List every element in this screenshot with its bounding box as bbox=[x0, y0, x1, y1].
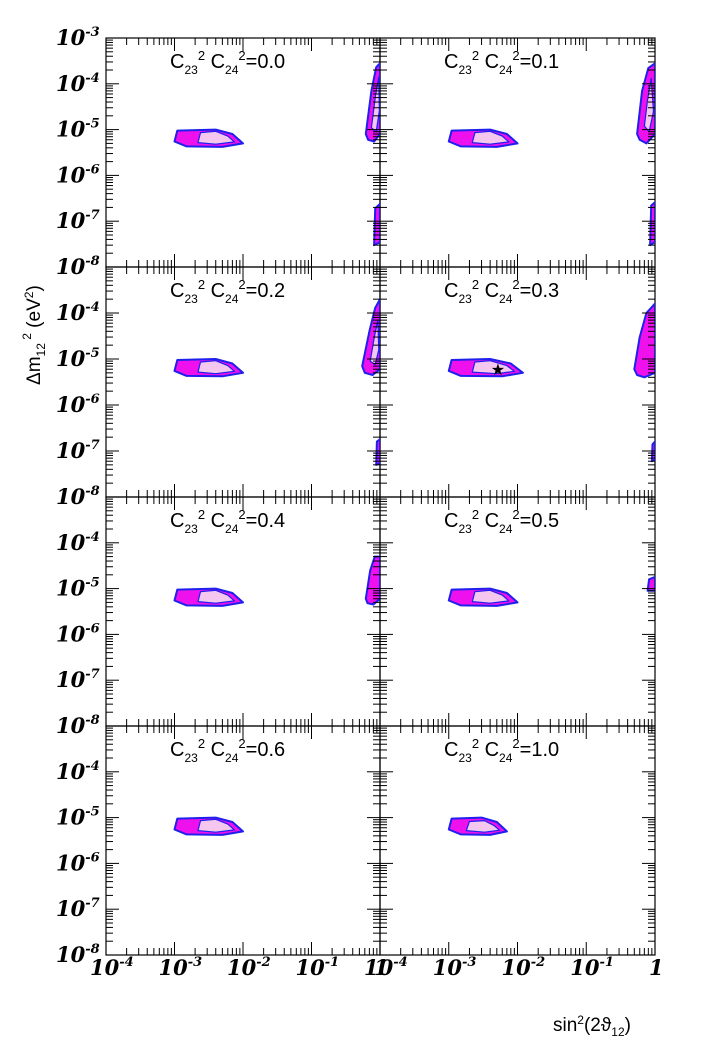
inner-confidence-region bbox=[465, 819, 501, 833]
y-tick-label: 10-7 bbox=[56, 896, 100, 921]
panel-regions bbox=[173, 816, 244, 836]
y-tick-label: 10-4 bbox=[56, 71, 100, 96]
panel-regions bbox=[447, 816, 508, 836]
y-tick-label: 10-8 bbox=[56, 713, 100, 738]
panel-labels: C232 C242=0.0 C232 C242=0.1 C232 C242=0.2 C… bbox=[170, 48, 559, 765]
axis-ticks bbox=[105, 37, 656, 956]
x-tick-label: 10-2 bbox=[227, 955, 271, 980]
panel-frame bbox=[379, 37, 656, 268]
inner-confidence-region bbox=[643, 77, 655, 133]
inner-confidence-region bbox=[197, 589, 235, 604]
inner-confidence-region bbox=[197, 818, 235, 833]
x-tick-label: 10-3 bbox=[433, 955, 477, 980]
y-tick-label: 10-8 bbox=[56, 942, 100, 967]
y-tick-label: 10-3 bbox=[56, 25, 100, 50]
y-tick-label: 10-5 bbox=[56, 117, 100, 142]
y-tick-label: 10-5 bbox=[56, 805, 100, 830]
y-tick-label: 10-6 bbox=[56, 392, 100, 417]
contour-regions bbox=[173, 62, 655, 836]
inner-confidence-region bbox=[471, 130, 510, 145]
panel-frame bbox=[379, 725, 656, 956]
x-tick-label: 1 bbox=[374, 955, 389, 980]
panel-label: C232 C242=0.3 bbox=[444, 277, 559, 306]
y-tick-label: 10-6 bbox=[56, 850, 100, 875]
panel-frame bbox=[105, 37, 381, 268]
x-tick-label: 10-2 bbox=[502, 955, 546, 980]
panel-frame bbox=[105, 266, 381, 498]
x-tick-label: 1 bbox=[649, 955, 664, 980]
y-tick-label: 10-8 bbox=[56, 254, 100, 279]
panel-label: C232 C242=0.0 bbox=[170, 48, 285, 77]
inner-confidence-region bbox=[471, 360, 516, 375]
panel-label: C232 C242=0.2 bbox=[170, 277, 285, 306]
best-fit-marker-group: ★ bbox=[491, 360, 505, 379]
x-axis-title: sin2(2ϑ12) bbox=[553, 1013, 631, 1039]
panel-label: C232 C242=1.0 bbox=[444, 736, 559, 765]
inner-confidence-region bbox=[471, 589, 510, 604]
best-fit-marker: ★ bbox=[491, 360, 505, 379]
y-tick-label: 10-5 bbox=[56, 576, 100, 601]
x-tick-label: 10-4 bbox=[90, 955, 134, 980]
panel-regions bbox=[173, 62, 380, 247]
panel-label: C232 C242=0.6 bbox=[170, 736, 285, 765]
tick-labels: 10-310-410-510-610-710-810-410-510-610-7… bbox=[56, 25, 664, 980]
x-tick-label: 10-1 bbox=[296, 955, 340, 980]
x-tick-label: 10-4 bbox=[364, 955, 408, 980]
y-tick-label: 10-5 bbox=[56, 346, 100, 371]
y-tick-label: 10-7 bbox=[56, 667, 100, 692]
panel-label: C232 C242=0.1 bbox=[444, 48, 559, 77]
y-tick-label: 10-6 bbox=[56, 162, 100, 187]
inner-confidence-region bbox=[197, 360, 235, 375]
inner-confidence-region bbox=[197, 130, 235, 145]
y-tick-label: 10-8 bbox=[56, 484, 100, 509]
y-axis-title: Δm12 2 (eV2) bbox=[20, 285, 48, 385]
panel-label: C232 C242=0.4 bbox=[170, 507, 285, 536]
panel-regions bbox=[447, 62, 655, 247]
panel-frame bbox=[379, 496, 656, 727]
y-tick-label: 10-4 bbox=[56, 530, 100, 555]
panel-frame bbox=[105, 725, 381, 956]
panel-regions bbox=[447, 302, 655, 463]
y-tick-label: 10-4 bbox=[56, 300, 100, 325]
y-tick-label: 10-4 bbox=[56, 759, 100, 784]
panel-frame bbox=[105, 496, 381, 727]
x-tick-label: 10-1 bbox=[570, 955, 614, 980]
y-tick-label: 10-6 bbox=[56, 621, 100, 646]
panel-regions bbox=[173, 298, 380, 466]
panel-frame bbox=[379, 266, 656, 498]
outer-confidence-region bbox=[373, 202, 380, 247]
y-tick-label: 10-7 bbox=[56, 438, 100, 463]
y-tick-label: 10-7 bbox=[56, 208, 100, 233]
panel-regions bbox=[447, 575, 655, 607]
panel-regions bbox=[173, 555, 380, 607]
panel-label: C232 C242=0.5 bbox=[444, 507, 559, 536]
outer-confidence-region bbox=[364, 555, 380, 606]
x-tick-label: 10-3 bbox=[159, 955, 203, 980]
